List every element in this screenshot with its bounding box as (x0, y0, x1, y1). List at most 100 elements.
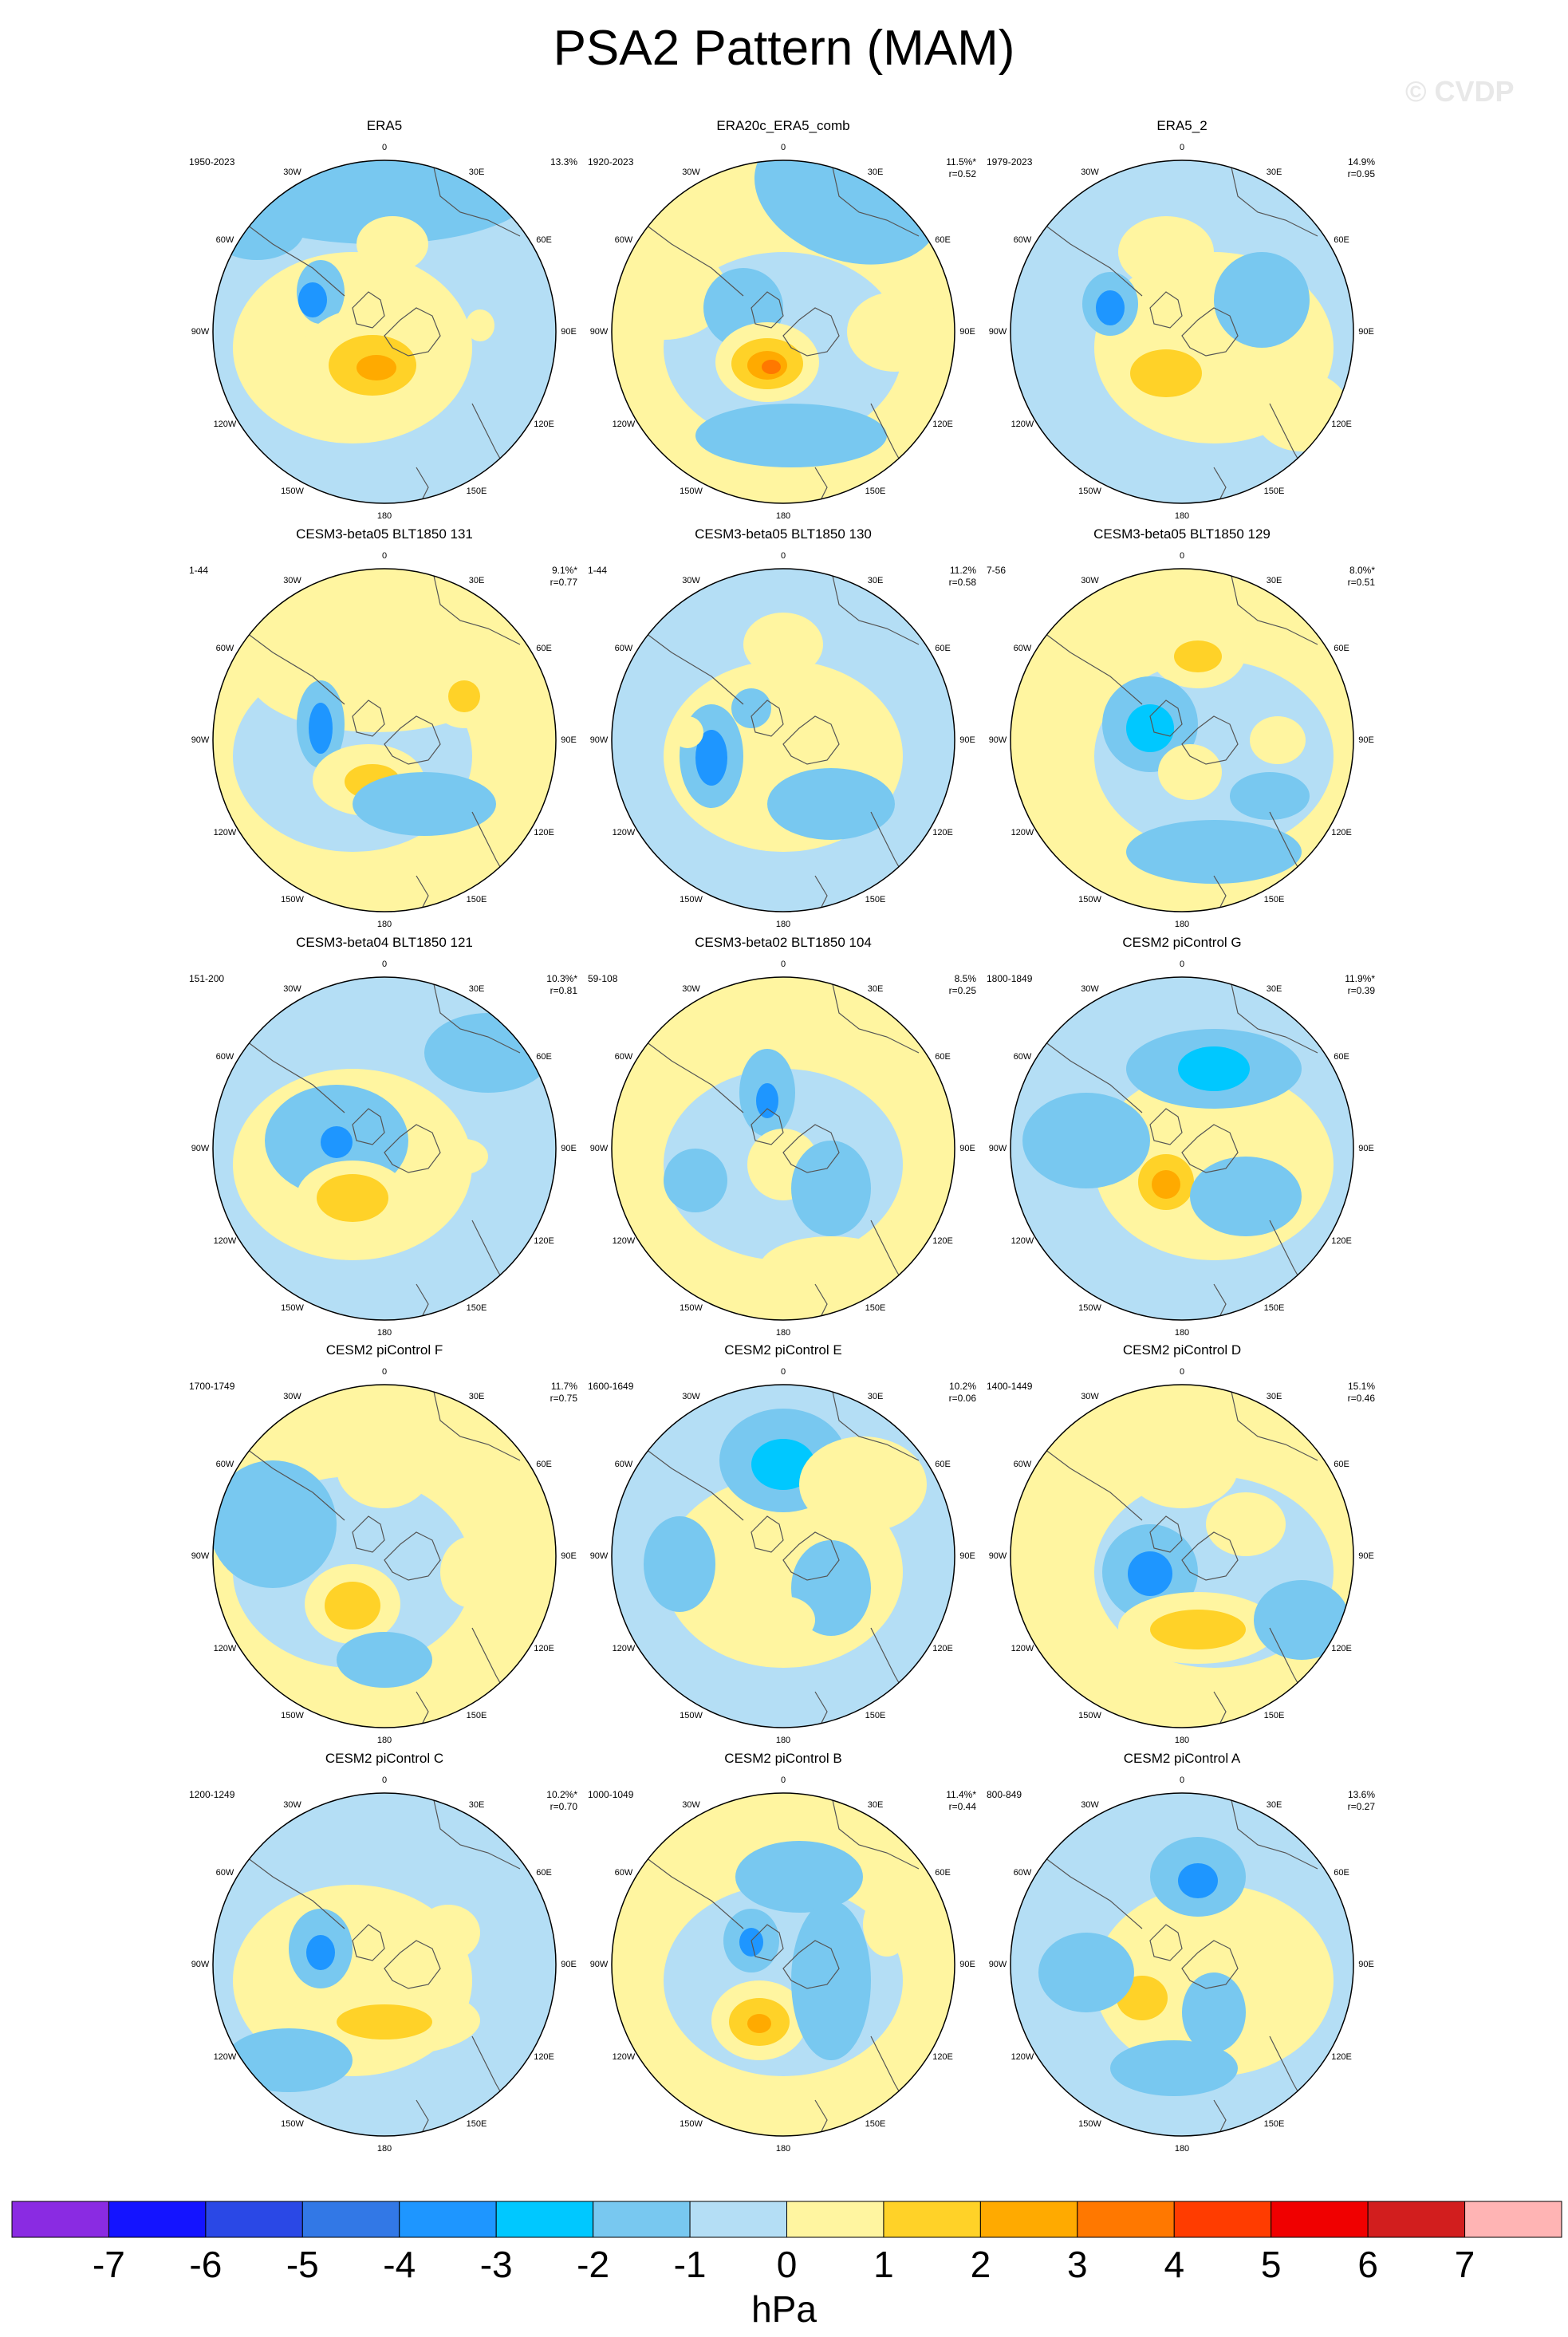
coastline (1213, 2099, 1227, 2136)
longitude-label: 90W (589, 1144, 609, 1153)
longitude-label: 30E (867, 575, 884, 585)
longitude-label: 120E (534, 1643, 554, 1653)
longitude-label: 60E (536, 1051, 552, 1062)
coastline (1149, 1108, 1183, 1145)
longitude-label: 90W (988, 1960, 1007, 1969)
coastline (1229, 977, 1318, 1054)
longitude-label: 90E (959, 327, 975, 337)
coastline (431, 977, 521, 1054)
panel-stats: 13.6% r=0.27 (1348, 1789, 1375, 1813)
longitude-label: 60W (614, 1867, 633, 1878)
map-panel: CESM2 piControl D 1400-1449 15.1% r=0.46 0 30… (975, 1342, 1389, 1757)
negative-anomaly (695, 404, 887, 467)
pattern-correlation: r=0.70 (550, 1801, 577, 1812)
map-panel: ERA5 1950-2023 13.3% 0 30E 60E 90E 120E 150E 180 1… (177, 118, 592, 533)
coastline (1038, 1036, 1143, 1113)
map-panel: CESM2 piControl B 1000-1049 11.4%* r=0.44 0 3… (576, 1751, 991, 2166)
colorbar-tick-label: -1 (673, 2244, 707, 2285)
map-panel: CESM2 piControl A 800-849 13.6% r=0.27 0 30E 6… (975, 1751, 1389, 2166)
longitude-label: 30E (1266, 983, 1282, 994)
negative-anomaly (767, 768, 895, 840)
colorbar-tick-label: -3 (479, 2244, 513, 2285)
panel-title: CESM3-beta04 BLT1850 121 (296, 935, 473, 950)
polar-map (1010, 160, 1354, 504)
panel-period: 1-44 (588, 565, 608, 576)
coastline (416, 1691, 429, 1728)
longitude-label: 150E (1263, 487, 1285, 497)
longitude-label: 90W (988, 735, 1007, 745)
map-boundary (1010, 1792, 1354, 2137)
longitude-label: 150E (466, 1711, 487, 1721)
coastline (1149, 1924, 1183, 1961)
map-boundary (611, 1792, 955, 2137)
coastline (352, 1924, 385, 1961)
positive-anomaly (1130, 349, 1202, 397)
longitude-label: 180 (376, 1736, 392, 1745)
coastline (639, 628, 744, 705)
map-boundary (212, 160, 557, 504)
coastline (782, 1531, 840, 1581)
panel-title: CESM2 piControl C (325, 1751, 444, 1766)
longitude-label: 30E (1266, 167, 1282, 177)
positive-anomaly (747, 2014, 771, 2033)
panel-period: 1200-1249 (189, 1789, 235, 1800)
longitude-label: 60E (1334, 643, 1349, 653)
longitude-label: 60W (1013, 1867, 1032, 1878)
negative-anomaly (756, 1083, 778, 1118)
explained-variance: 11.5%* (946, 156, 976, 167)
longitude-label: 150E (466, 2119, 487, 2130)
longitude-label: 180 (775, 511, 791, 521)
coastline (352, 1515, 385, 1553)
longitude-label: 120W (213, 2051, 237, 2062)
map-panel: CESM2 piControl G 1800-1849 11.9%* r=0.39 0 3… (975, 935, 1389, 1350)
longitude-label: 120E (1331, 2051, 1352, 2062)
longitude-label: 150E (865, 895, 886, 905)
panel-period: 1-44 (189, 565, 209, 576)
polar-map (1010, 568, 1354, 912)
longitude-label: 120W (1011, 419, 1034, 429)
panel-stats: 8.0%* r=0.51 (1348, 565, 1375, 589)
longitude-label: 60E (935, 1867, 951, 1878)
longitude-label: 90E (1358, 1960, 1374, 1969)
longitude-label: 120W (213, 1643, 237, 1653)
positive-anomaly (337, 2004, 432, 2039)
positive-anomaly (1254, 372, 1349, 451)
coastline (1181, 715, 1239, 765)
longitude-label: 30W (1081, 167, 1099, 177)
coastline (384, 307, 441, 357)
longitude-label: 90W (191, 1551, 210, 1561)
pattern-correlation: r=0.39 (1347, 985, 1375, 996)
positive-anomaly (1152, 1170, 1180, 1199)
pattern-correlation: r=0.77 (550, 577, 577, 588)
pattern-correlation: r=0.06 (948, 1393, 976, 1404)
negative-anomaly (735, 1841, 863, 1913)
pattern-correlation: r=0.27 (1347, 1801, 1375, 1812)
longitude-label: 150E (1263, 2119, 1285, 2130)
coastline (814, 1283, 828, 1320)
longitude-label: 0 (780, 1367, 786, 1377)
map-boundary (212, 1384, 557, 1728)
explained-variance: 11.4%* (946, 1789, 976, 1800)
map-boundary (1010, 568, 1354, 912)
coastline (830, 160, 920, 237)
longitude-label: 180 (775, 1328, 791, 1338)
longitude-label: 30W (682, 575, 700, 585)
longitude-label: 150W (281, 487, 304, 497)
longitude-label: 0 (1179, 1775, 1185, 1785)
colorbar-tick-label: -6 (189, 2244, 223, 2285)
pattern-correlation: r=0.95 (1347, 168, 1375, 179)
longitude-label: 30W (682, 983, 700, 994)
negative-anomaly (225, 2028, 353, 2092)
colorbar-tick-label: -4 (383, 2244, 416, 2285)
negative-anomaly (337, 1632, 432, 1688)
longitude-label: 120W (1011, 1235, 1034, 1246)
longitude-label: 0 (381, 960, 388, 969)
colorbar-swatch (495, 2201, 594, 2238)
positive-anomaly (863, 1893, 911, 1957)
negative-anomaly (695, 730, 727, 786)
negative-anomaly (1190, 1157, 1302, 1236)
positive-anomaly (799, 1436, 927, 1532)
longitude-label: 60W (215, 1459, 234, 1469)
pattern-correlation: r=0.75 (550, 1393, 577, 1404)
longitude-label: 30W (283, 1391, 301, 1401)
